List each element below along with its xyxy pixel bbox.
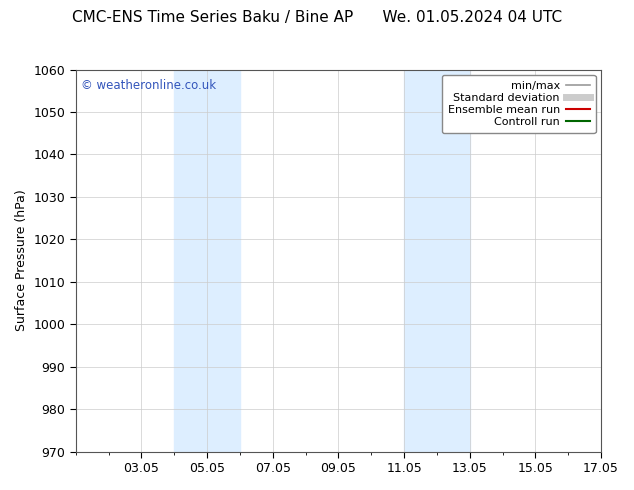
Bar	[174, 70, 240, 452]
Text: © weatheronline.co.uk: © weatheronline.co.uk	[81, 79, 216, 92]
Legend: min/max, Standard deviation, Ensemble mean run, Controll run: min/max, Standard deviation, Ensemble me…	[442, 75, 595, 133]
Text: CMC-ENS Time Series Baku / Bine AP      We. 01.05.2024 04 UTC: CMC-ENS Time Series Baku / Bine AP We. 0…	[72, 10, 562, 25]
Bar	[404, 70, 470, 452]
Y-axis label: Surface Pressure (hPa): Surface Pressure (hPa)	[15, 190, 28, 331]
